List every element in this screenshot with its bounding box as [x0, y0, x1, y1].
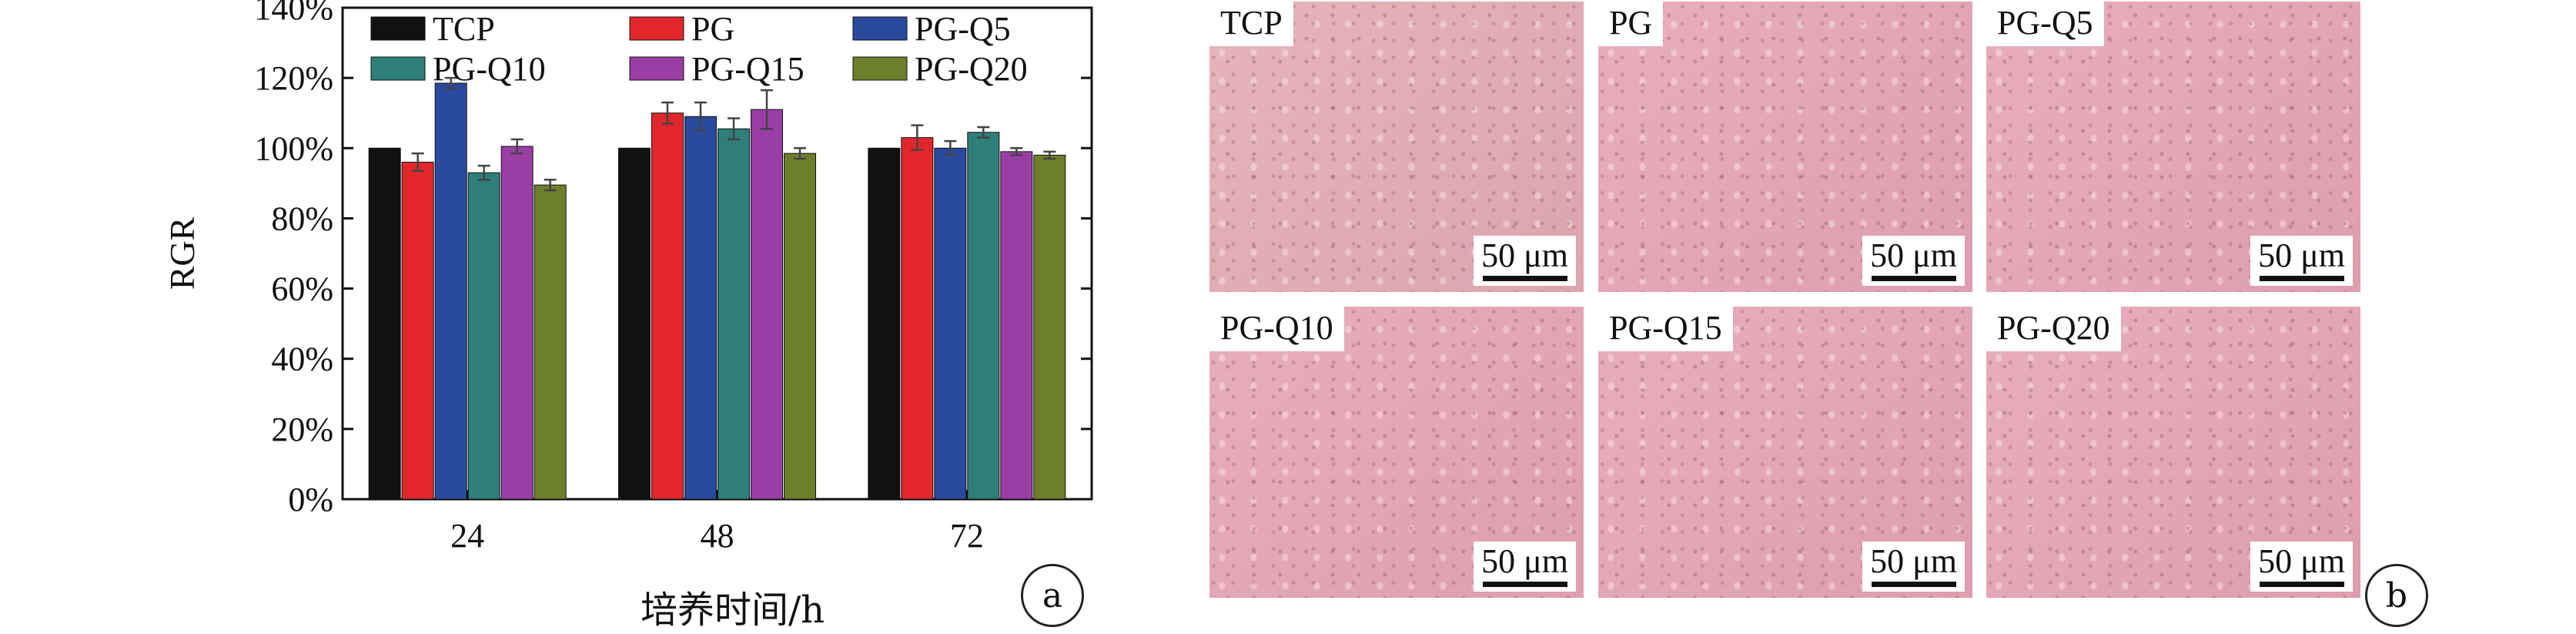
micrograph-pg-q10: PG-Q10 50 μm	[1209, 307, 1584, 598]
bar-pg-q20	[534, 184, 567, 500]
micrograph-label: PG-Q10	[1209, 307, 1344, 351]
scale-bar-label: 50 μm	[2258, 542, 2345, 580]
scale-bar	[1871, 582, 1956, 587]
legend-swatch-pg-q10	[370, 56, 426, 81]
scale-bar-box: 50 μm	[1862, 542, 1965, 592]
bar-pg-q20	[1033, 154, 1066, 500]
panel-label-b-text: b	[2385, 575, 2408, 616]
legend-swatch-pg-q5	[852, 16, 908, 41]
micrograph-pg: PG 50 μm	[1598, 2, 1972, 292]
bar-pg-q5	[934, 147, 967, 500]
legend-swatch-tcp	[370, 16, 426, 41]
scale-bar-label: 50 μm	[1870, 236, 1957, 274]
bar-pg-q10	[967, 132, 1000, 500]
bar-pg	[901, 137, 934, 500]
legend-swatch-pg	[629, 16, 684, 41]
scale-bar-box: 50 μm	[1474, 542, 1576, 592]
micrograph-pg-q20: PG-Q20 50 μm	[1986, 307, 2360, 598]
micrograph-label: PG-Q5	[1986, 2, 2104, 46]
legend-label: TCP	[433, 10, 495, 48]
bar-pg	[651, 112, 684, 500]
bar-pg-q15	[500, 146, 534, 500]
bar-pg-q20	[784, 153, 816, 500]
bar-tcp	[618, 147, 651, 500]
legend-label: PG-Q10	[433, 50, 546, 88]
x-axis-label: 培养时间/h	[641, 589, 825, 632]
micrograph-label: PG-Q15	[1598, 307, 1733, 351]
y-tick-label: 100%	[254, 129, 333, 167]
panel-label-a: a	[1021, 564, 1084, 627]
panel-label-a-text: a	[1042, 575, 1063, 616]
micrograph-pg-q5: PG-Q5 50 μm	[1986, 2, 2360, 292]
legend-label: PG-Q5	[915, 10, 1011, 48]
scale-bar-box: 50 μm	[1862, 236, 1965, 286]
bar-pg-q5	[434, 82, 467, 500]
panel-label-b: b	[2365, 564, 2428, 627]
x-tick-label: 48	[701, 517, 734, 555]
y-tick-label: 20%	[271, 411, 333, 448]
y-tick-label: 60%	[271, 270, 333, 308]
scale-bar-box: 50 μm	[2250, 542, 2353, 592]
scale-bar-label: 50 μm	[1481, 542, 1568, 580]
y-tick-label: 140%	[254, 0, 333, 27]
legend-swatch-pg-q15	[629, 56, 684, 81]
scale-bar-label: 50 μm	[1870, 542, 1957, 580]
y-tick-label: 0%	[288, 481, 333, 518]
micrograph-tcp: TCP 50 μm	[1209, 2, 1584, 292]
scale-bar-box: 50 μm	[1474, 236, 1576, 286]
legend-label: PG-Q20	[915, 50, 1028, 88]
bar-tcp	[868, 147, 901, 500]
x-tick-label: 72	[950, 517, 984, 555]
scale-bar-label: 50 μm	[1481, 236, 1568, 274]
micrograph-label: TCP	[1209, 2, 1293, 46]
micrograph-label: PG-Q20	[1986, 307, 2121, 351]
micrograph-pg-q15: PG-Q15 50 μm	[1598, 307, 1972, 598]
legend-label: PG	[691, 10, 734, 48]
scale-bar	[2259, 582, 2344, 587]
scale-bar	[1482, 276, 1567, 281]
scale-bar-label: 50 μm	[2258, 236, 2345, 274]
bar-pg	[401, 162, 434, 500]
y-tick-label: 120%	[254, 59, 333, 97]
legend-label: PG-Q15	[691, 50, 805, 88]
bar-tcp	[368, 147, 401, 500]
scale-bar	[2259, 276, 2344, 281]
scale-bar	[1871, 276, 1956, 281]
scale-bar-box: 50 μm	[2250, 236, 2353, 286]
micrograph-label: PG	[1598, 2, 1664, 46]
y-axis-label: RGR	[162, 216, 202, 290]
legend-swatch-pg-q20	[852, 56, 908, 81]
scale-bar	[1482, 582, 1567, 587]
x-tick-label: 24	[450, 517, 484, 555]
y-tick-label: 40%	[271, 340, 333, 378]
bar-pg-q10	[718, 128, 750, 500]
y-tick-label: 80%	[271, 200, 333, 237]
